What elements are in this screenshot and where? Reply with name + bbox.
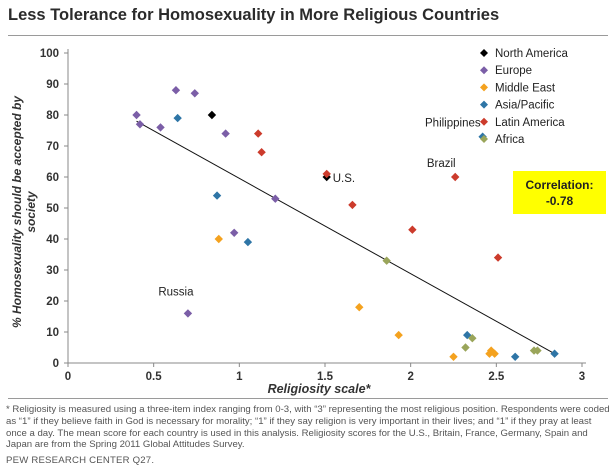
chart-axes: 0 10 20 30 40 50 60 70 80 90 100 0 0.5 1 1.5 2 2.5 3 Relig… (10, 48, 586, 396)
point-latin-america (257, 148, 266, 157)
legend: North America Europe Middle East Asia/Pacif… (480, 48, 568, 146)
point-label: Russia (158, 286, 194, 298)
point-latin-america (493, 253, 503, 262)
correlation-title: Correlation: (525, 178, 593, 192)
legend-label: North America (495, 48, 568, 60)
point-europe (229, 228, 239, 237)
x-tick-label: 1.5 (317, 371, 334, 383)
x-tick-label: 0.5 (146, 371, 163, 383)
point-latin-america (253, 129, 263, 138)
point-north-america (207, 110, 217, 120)
point-middle-east (355, 303, 364, 312)
y-tick-label: 10 (46, 327, 59, 339)
y-tick-label: 40 (46, 234, 59, 246)
title-divider (8, 35, 608, 36)
y-tick-label: 50 (46, 203, 59, 215)
point-europe (271, 194, 280, 203)
source-note: PEW RESEARCH CENTER Q27. (6, 455, 155, 466)
point-latin-america (451, 172, 460, 182)
y-tick-label: 80 (46, 110, 59, 122)
point-asia-pacific (243, 237, 253, 247)
point-middle-east (394, 330, 403, 340)
point-europe (221, 129, 230, 138)
y-tick-label: 30 (46, 265, 59, 277)
y-tick-label: 90 (46, 79, 59, 91)
point-asia-pacific (212, 191, 222, 200)
legend-label: Africa (495, 134, 525, 146)
y-tick-label: 60 (46, 172, 59, 184)
legend-label: Middle East (495, 82, 556, 94)
footnote-divider (8, 398, 608, 399)
x-tick-label: 3 (579, 371, 585, 383)
point-asia-pacific (173, 113, 182, 123)
y-tick-label: 0 (53, 358, 59, 370)
x-tick-label: 1 (236, 371, 243, 383)
y-tick-label: 20 (46, 296, 59, 308)
point-middle-east (214, 234, 223, 244)
point-africa (533, 346, 542, 355)
point-labels-layer: Philippines Brazil U.S. Russia (158, 118, 481, 299)
trendline (136, 120, 555, 355)
point-europe (135, 120, 145, 129)
legend-label: Latin America (495, 117, 565, 129)
correlation-value: -0.78 (546, 194, 574, 208)
x-tick-label: 2.5 (488, 371, 505, 383)
point-asia-pacific (550, 349, 559, 358)
y-axis-title: % Homosexuality should be accepted bysoc… (10, 95, 38, 328)
legend-marker (480, 66, 488, 75)
point-label: U.S. (333, 173, 355, 185)
x-tick-label: 2 (407, 371, 413, 383)
point-middle-east (490, 349, 499, 358)
point-asia-pacific (510, 352, 520, 361)
legend-marker (480, 100, 488, 109)
point-label: Philippines (425, 118, 481, 130)
legend-label: Europe (495, 65, 532, 77)
point-middle-east (449, 352, 458, 361)
point-africa (461, 343, 470, 352)
chart-title: Less Tolerance for Homosexuality in More… (8, 6, 500, 24)
point-europe (183, 309, 193, 318)
legend-marker (480, 135, 488, 143)
x-tick-label: 0 (65, 371, 71, 383)
point-label: Brazil (427, 158, 456, 170)
trendline-layer (136, 120, 555, 355)
point-latin-america (408, 225, 417, 234)
y-axis-title-line: % Homosexuality should be accepted by (10, 95, 24, 328)
legend-marker (480, 117, 488, 126)
point-africa (382, 256, 391, 265)
point-latin-america (348, 200, 357, 210)
y-axis-title-line: society (24, 190, 38, 233)
point-europe (132, 110, 141, 120)
point-europe (171, 86, 181, 95)
footnote: * Religiosity is measured using a three-… (6, 404, 610, 451)
scatter-chart: 0 10 20 30 40 50 60 70 80 90 100 0 0.5 1 1.5 2 2.5 3 Relig… (10, 48, 606, 396)
legend-marker (480, 49, 488, 57)
point-europe (156, 123, 165, 132)
legend-marker (480, 83, 488, 92)
point-latin-america (322, 169, 331, 179)
x-axis-title: Religiosity scale* (268, 382, 372, 396)
point-africa (468, 334, 477, 343)
legend-label: Asia/Pacific (495, 100, 555, 112)
correlation-box-bg (513, 171, 606, 214)
correlation-box: Correlation: -0.78 (513, 171, 606, 214)
y-tick-label: 70 (46, 141, 59, 153)
y-tick-label: 100 (40, 48, 59, 60)
point-europe (190, 89, 199, 98)
